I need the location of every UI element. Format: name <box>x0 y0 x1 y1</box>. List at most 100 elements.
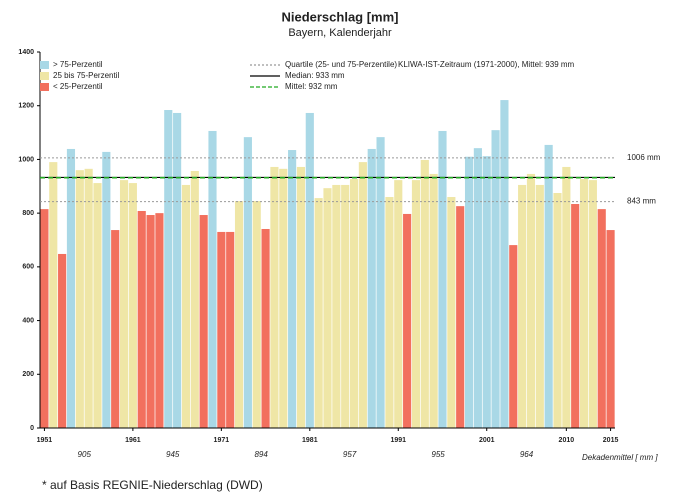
bar <box>456 206 465 428</box>
x-tick-label: 1991 <box>390 437 406 444</box>
bar <box>579 179 589 428</box>
bar <box>84 168 93 429</box>
bar <box>102 151 111 428</box>
decade-mean: 894 <box>254 450 268 459</box>
bar <box>49 162 58 428</box>
decade-mean: 955 <box>431 450 445 459</box>
bar <box>314 198 323 428</box>
bar <box>358 162 367 428</box>
y-tick-label: 0 <box>30 425 34 432</box>
bar <box>279 168 288 429</box>
bar <box>270 166 279 428</box>
bar <box>305 112 314 429</box>
bar <box>473 148 482 429</box>
bar <box>562 166 571 428</box>
bar <box>500 100 509 429</box>
bar <box>190 170 199 428</box>
x-tick-label: 1971 <box>214 437 230 444</box>
bar <box>464 156 474 428</box>
bar <box>164 110 173 429</box>
legend-swatch <box>40 83 49 91</box>
bar <box>217 231 226 428</box>
legend-swatch <box>40 72 49 80</box>
bar <box>332 184 341 428</box>
legend-label: Mittel: 932 mm <box>285 82 338 91</box>
bar <box>199 215 208 428</box>
bar <box>553 193 562 428</box>
legend-label: Median: 933 mm <box>285 71 345 80</box>
bar <box>173 112 182 429</box>
decade-mean: 957 <box>343 450 357 459</box>
bar <box>341 184 350 428</box>
legend-label: 25 bis 75-Perzentil <box>53 71 119 80</box>
legend-label: > 75-Perzentil <box>53 60 103 69</box>
bar <box>243 137 252 428</box>
bar <box>296 166 306 428</box>
y-tick-label: 400 <box>22 317 34 324</box>
bar <box>367 148 376 428</box>
bar <box>385 197 394 428</box>
bar <box>509 245 518 428</box>
bar <box>447 197 456 428</box>
y-tick-label: 1000 <box>18 156 34 163</box>
decade-mean: 964 <box>520 450 534 459</box>
bar <box>394 180 403 428</box>
chart-title: Niederschlag [mm] <box>281 9 398 24</box>
x-tick-label: 2015 <box>603 437 619 444</box>
bar <box>349 179 359 428</box>
bar <box>208 130 217 428</box>
x-tick-label: 1961 <box>125 437 141 444</box>
legend-label: Quartile (25- und 75-Perzentile) <box>285 60 397 69</box>
footnote: * auf Basis REGNIE-Niederschlag (DWD) <box>42 478 263 492</box>
bar <box>137 210 146 428</box>
bar <box>75 170 84 428</box>
decade-mean: 945 <box>166 450 180 459</box>
legend-label: < 25-Perzentil <box>53 82 103 91</box>
period-note: KLIWA-IST-Zeitraum (1971-2000), Mittel: … <box>398 60 575 69</box>
decade-label: Dekadenmittel [ mm ] <box>582 453 658 462</box>
bar <box>226 231 235 428</box>
bar <box>181 184 191 428</box>
bar <box>66 148 76 428</box>
bar <box>323 188 332 428</box>
bar <box>128 183 137 428</box>
y-tick-label: 800 <box>22 210 34 217</box>
bar <box>438 130 447 428</box>
bar <box>597 209 606 428</box>
bar <box>93 183 102 428</box>
bar <box>518 184 527 428</box>
bar <box>261 228 270 428</box>
bar <box>58 253 67 428</box>
quartile-label: 843 mm <box>627 197 656 206</box>
bar <box>234 201 244 428</box>
bar <box>376 137 385 428</box>
bar <box>482 156 491 428</box>
bar <box>411 180 421 428</box>
bar <box>535 184 544 428</box>
y-tick-label: 1400 <box>18 49 34 56</box>
y-tick-label: 200 <box>22 371 34 378</box>
bar <box>403 213 412 428</box>
bar <box>288 150 297 428</box>
x-tick-label: 2010 <box>559 437 575 444</box>
bar <box>111 230 120 428</box>
decade-mean: 905 <box>78 450 92 459</box>
quartile-label: 1006 mm <box>627 153 661 162</box>
bar <box>606 230 615 428</box>
bar <box>526 173 536 428</box>
x-tick-label: 1981 <box>302 437 318 444</box>
bar <box>571 204 580 428</box>
bar <box>429 173 438 428</box>
bar <box>40 209 49 428</box>
chart-subtitle: Bayern, Kalenderjahr <box>288 27 392 39</box>
bar <box>588 180 597 428</box>
bar <box>252 201 261 428</box>
legend-swatch <box>40 61 49 69</box>
bar <box>491 130 500 428</box>
y-tick-label: 600 <box>22 264 34 271</box>
y-tick-label: 1200 <box>18 103 34 110</box>
bar <box>420 159 429 429</box>
bar <box>544 144 553 428</box>
x-tick-label: 1951 <box>37 437 53 444</box>
